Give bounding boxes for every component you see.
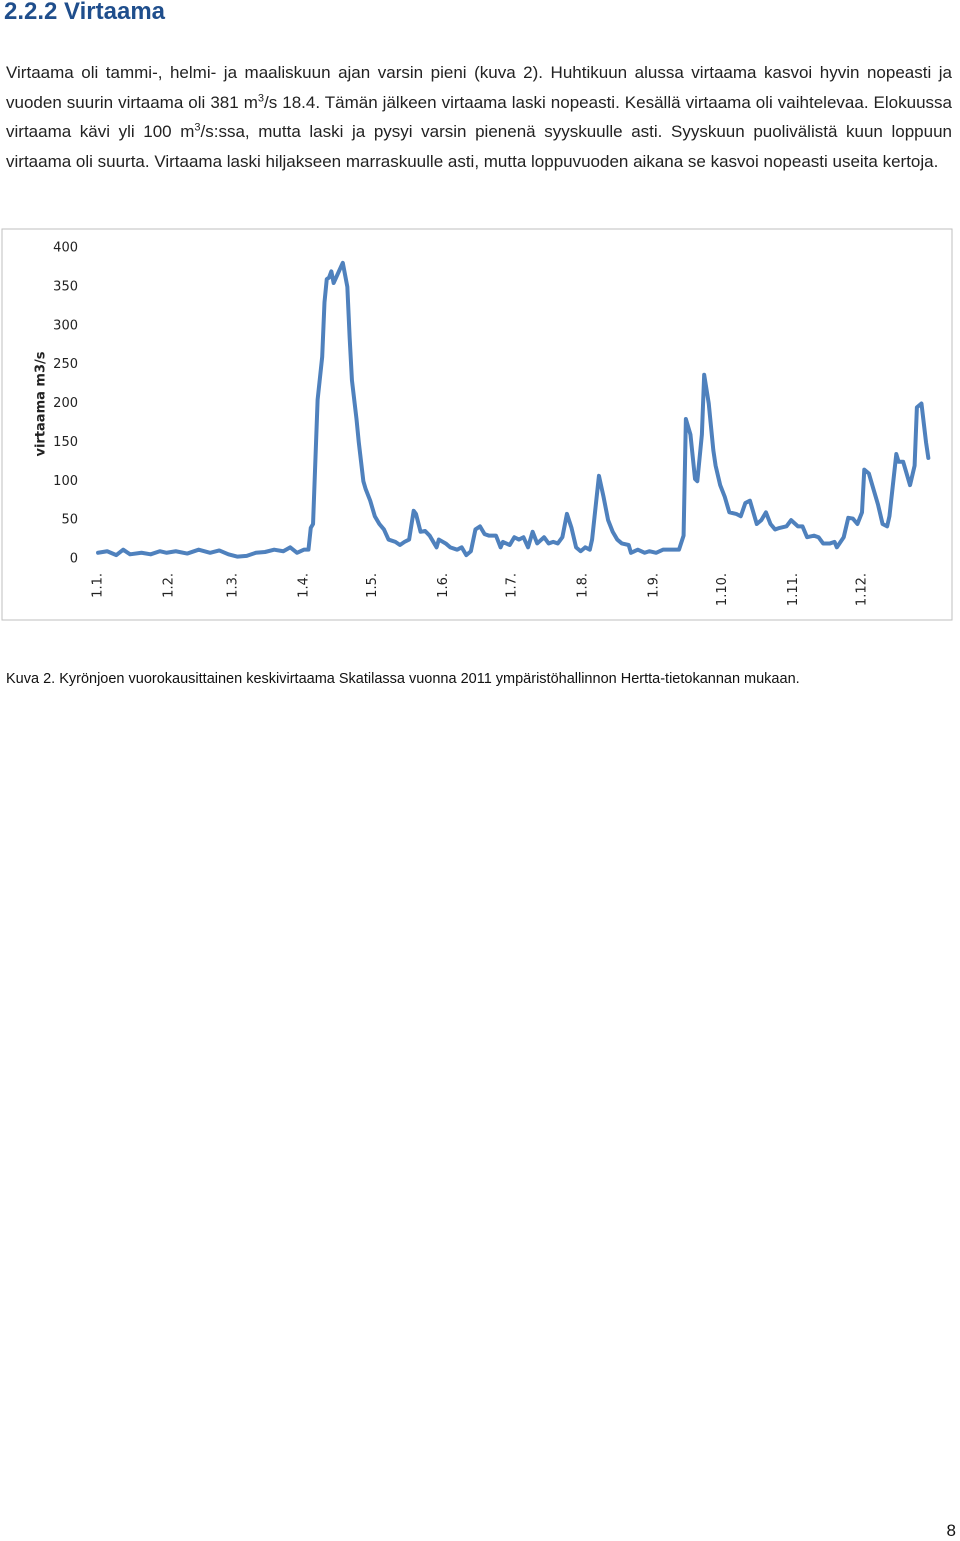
- chart-border: [1, 228, 953, 621]
- page-number: 8: [946, 1521, 956, 1540]
- x-tick-label: 1.2.: [161, 573, 176, 598]
- x-tick-label: 1.12.: [854, 573, 869, 606]
- y-axis-title: virtaama m3/s: [34, 351, 49, 456]
- x-tick-label: 1.11.: [786, 573, 801, 606]
- text: /s:ssa, mutta laski ja pysyi varsin pien…: [6, 122, 952, 171]
- text: Virtaama oli tammi-, helmi- ja maaliskuu…: [6, 63, 952, 112]
- x-tick-label: 1.4.: [296, 573, 311, 598]
- x-tick-label: 1.3.: [225, 573, 240, 598]
- heading: 2.2.2 Virtaama: [4, 0, 166, 25]
- chart: virtaama m3/s 0 50 100 150 200 250 300 350 400 1.…: [1, 228, 953, 621]
- y-tick-label: 300: [53, 318, 78, 333]
- y-tick-label: 150: [53, 435, 78, 450]
- x-tick-label: 1.10.: [715, 573, 730, 606]
- y-tick-label: 200: [53, 396, 78, 411]
- x-tick-label: 1.5.: [365, 573, 380, 598]
- paragraph: Virtaama oli tammi-, helmi- ja maaliskuu…: [6, 58, 952, 176]
- y-tick-label: 50: [61, 513, 78, 528]
- y-tick-label: 350: [53, 279, 78, 294]
- caption: Kuva 2. Kyrönjoen vuorokausittainen kesk…: [6, 671, 800, 687]
- x-tick-label: 1.7.: [505, 573, 520, 598]
- superscript: 3: [194, 121, 201, 134]
- y-tick-label: 0: [70, 552, 78, 567]
- y-tick-label: 100: [53, 474, 78, 489]
- x-tick-label: 1.1.: [91, 573, 106, 598]
- x-tick-label: 1.6.: [436, 573, 451, 598]
- y-tick-label: 400: [53, 241, 78, 256]
- x-tick-label: 1.9.: [646, 573, 661, 598]
- flow-line: [96, 260, 931, 559]
- x-tick-label: 1.8.: [575, 573, 590, 598]
- y-tick-label: 250: [53, 357, 78, 372]
- text: /s 18.4. Tämän jälkeen virtaama laski no…: [6, 92, 952, 142]
- superscript: 3: [257, 91, 264, 104]
